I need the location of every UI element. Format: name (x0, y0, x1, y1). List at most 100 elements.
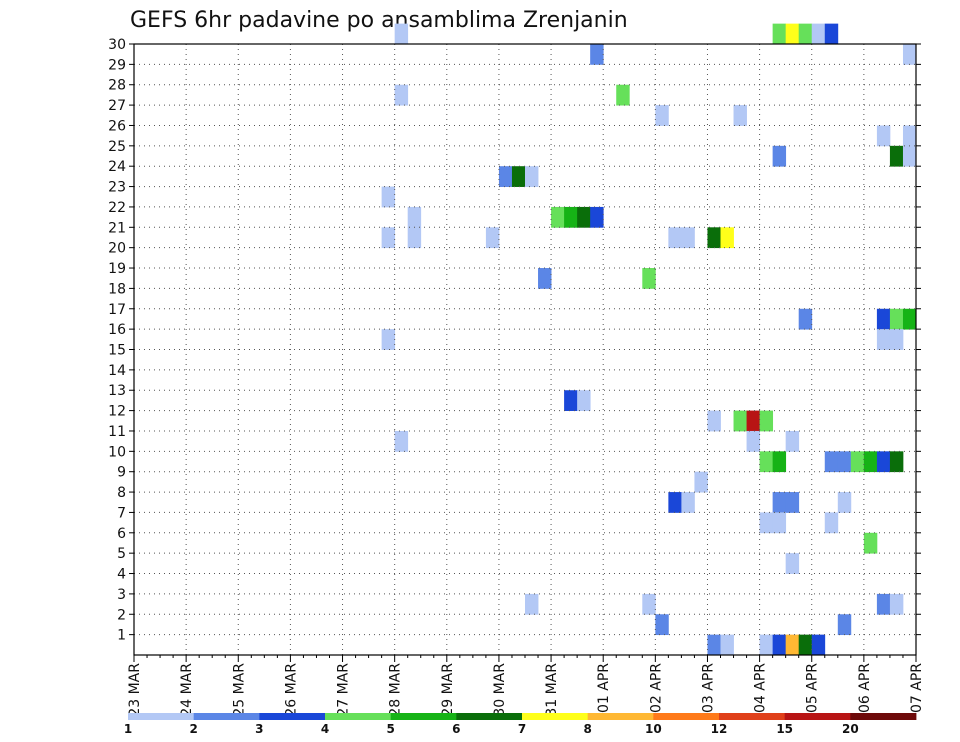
legend-label: 10 (645, 722, 662, 736)
y-tick-label: 7 (117, 505, 126, 521)
heatmap-cell (707, 410, 721, 432)
legend-label: 6 (452, 722, 460, 736)
x-tick-label: 02 APR (648, 663, 664, 713)
legend-label: 20 (842, 722, 859, 736)
y-tick-label: 5 (117, 546, 126, 562)
legend-swatch (456, 713, 523, 720)
heatmap-cell (759, 451, 774, 473)
x-tick-label: 29 MAR (440, 663, 456, 717)
heatmap-cell (616, 84, 630, 106)
heatmap-cell (564, 390, 578, 411)
heatmap-cell (694, 471, 708, 493)
heatmap-cell (902, 125, 917, 147)
heatmap-cell (785, 553, 800, 574)
heatmap-cell (759, 512, 774, 534)
y-tick-label: 2 (117, 607, 126, 623)
heatmap-cell (889, 145, 904, 167)
legend-swatch (325, 713, 392, 720)
heatmap-cell (746, 410, 760, 432)
legend-label: 7 (518, 722, 526, 736)
y-tick-label: 21 (108, 220, 126, 236)
heatmap-cell (746, 430, 760, 452)
y-tick-label: 16 (108, 322, 126, 338)
y-tick-label: 25 (108, 139, 126, 155)
legend-label: 12 (711, 722, 728, 736)
x-tick-label: 31 MAR (544, 663, 560, 717)
y-tick-label: 27 (108, 98, 126, 114)
heatmap-cell (902, 44, 917, 65)
y-tick-label: 10 (108, 444, 126, 460)
legend-swatch (522, 713, 589, 720)
heatmap-cell (642, 268, 656, 289)
heatmap-cell (772, 634, 787, 656)
heatmap-cell (733, 410, 747, 432)
heatmap-cell (707, 634, 721, 656)
heatmap-cell (394, 84, 409, 106)
grid-lines (134, 44, 916, 655)
x-tick-label: 30 MAR (492, 663, 508, 717)
heatmap-cell (564, 206, 578, 228)
y-tick-label: 12 (108, 404, 126, 420)
y-tick-label: 14 (108, 363, 126, 379)
legend-swatch (193, 713, 260, 720)
legend-label: 4 (321, 722, 329, 736)
y-tick-label: 17 (108, 302, 126, 318)
heatmap-cell (772, 451, 787, 473)
heatmap-cell (889, 451, 904, 473)
axes: 1234567891011121314151617181920212223242… (108, 37, 925, 717)
heatmap-cell (394, 23, 409, 45)
heatmap-cell (720, 227, 734, 249)
heatmap-cell (876, 451, 891, 473)
x-tick-label: 26 MAR (283, 663, 299, 717)
x-tick-label: 25 MAR (231, 663, 247, 717)
heatmap-cell (863, 532, 878, 554)
heatmap-cell (407, 206, 422, 228)
heatmap-cell (551, 206, 565, 228)
legend-swatch (587, 713, 654, 720)
heatmap-cell (850, 451, 865, 473)
heatmap-cell (394, 430, 409, 452)
heatmap-cell (733, 105, 747, 126)
legend-swatch (850, 713, 917, 720)
y-tick-label: 4 (117, 567, 126, 583)
y-tick-label: 26 (108, 118, 126, 134)
legend-label: 15 (776, 722, 793, 736)
heatmap-cell (407, 227, 422, 249)
heatmap-cells (381, 23, 917, 656)
x-tick-label: 05 APR (805, 663, 821, 713)
heatmap-cell (798, 23, 813, 45)
heatmap-cell (837, 451, 852, 473)
legend-label: 1 (124, 722, 132, 736)
heatmap-cell (889, 329, 904, 350)
heatmap-cell (837, 492, 852, 513)
y-tick-label: 23 (108, 180, 126, 196)
heatmap-cell (642, 593, 656, 615)
heatmap-cell (824, 512, 839, 534)
heatmap-cell (876, 329, 891, 350)
heatmap-cell (681, 227, 695, 249)
heatmap-cell (590, 44, 604, 65)
heatmap-cell (759, 634, 774, 656)
heatmap-cell (876, 593, 891, 615)
heatmap-cell (498, 166, 513, 187)
legend-swatch (390, 713, 457, 720)
heatmap-cell (811, 634, 826, 656)
heatmap-cell (577, 390, 591, 411)
heatmap-cell (707, 227, 721, 249)
heatmap-cell (485, 227, 500, 249)
legend-label: 5 (386, 722, 394, 736)
y-tick-label: 3 (117, 587, 126, 603)
x-tick-label: 03 APR (700, 663, 716, 713)
legend-swatch (259, 713, 326, 720)
chart-title: GEFS 6hr padavine po ansamblima Zrenjani… (130, 8, 628, 33)
heatmap-cell (902, 308, 917, 330)
heatmap-cell (681, 492, 695, 513)
heatmap-cell (785, 492, 800, 513)
legend-label: 2 (189, 722, 197, 736)
y-tick-label: 29 (108, 57, 126, 73)
heatmap-cell (863, 451, 878, 473)
heatmap-cell (876, 308, 891, 330)
y-tick-label: 1 (117, 628, 126, 644)
heatmap-cell (720, 634, 734, 656)
